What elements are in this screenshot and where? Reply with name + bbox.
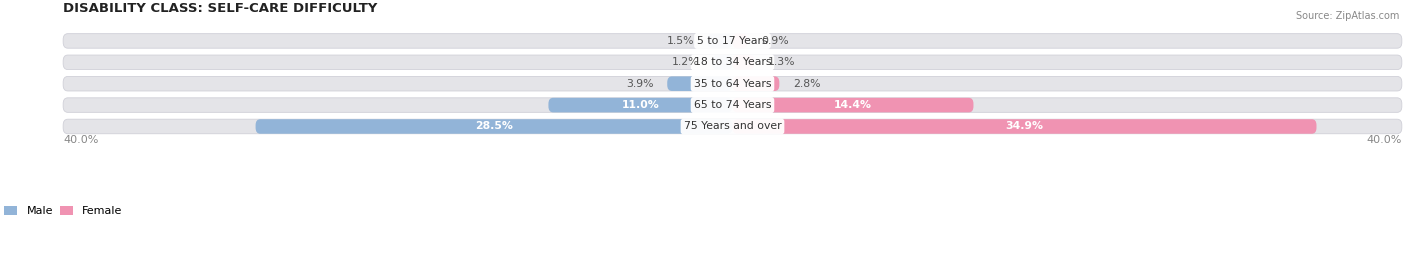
Text: 3.9%: 3.9%: [626, 79, 654, 89]
FancyBboxPatch shape: [548, 98, 733, 112]
Text: DISABILITY CLASS: SELF-CARE DIFFICULTY: DISABILITY CLASS: SELF-CARE DIFFICULTY: [63, 2, 378, 15]
FancyBboxPatch shape: [668, 76, 733, 91]
FancyBboxPatch shape: [733, 98, 973, 112]
Text: 75 Years and over: 75 Years and over: [683, 121, 782, 132]
FancyBboxPatch shape: [713, 55, 733, 70]
Text: 34.9%: 34.9%: [1005, 121, 1043, 132]
Text: 40.0%: 40.0%: [1367, 135, 1402, 145]
FancyBboxPatch shape: [63, 55, 1402, 70]
FancyBboxPatch shape: [63, 76, 1402, 91]
FancyBboxPatch shape: [256, 119, 733, 134]
Text: 1.5%: 1.5%: [666, 36, 695, 46]
Text: 14.4%: 14.4%: [834, 100, 872, 110]
Text: 2.8%: 2.8%: [793, 79, 820, 89]
Text: 5 to 17 Years: 5 to 17 Years: [697, 36, 768, 46]
Text: 35 to 64 Years: 35 to 64 Years: [693, 79, 772, 89]
Text: 28.5%: 28.5%: [475, 121, 513, 132]
Text: 65 to 74 Years: 65 to 74 Years: [693, 100, 772, 110]
Text: 1.2%: 1.2%: [672, 57, 699, 67]
Text: 1.3%: 1.3%: [768, 57, 796, 67]
FancyBboxPatch shape: [63, 98, 1402, 112]
FancyBboxPatch shape: [733, 55, 754, 70]
Text: 18 to 34 Years: 18 to 34 Years: [693, 57, 772, 67]
Text: Source: ZipAtlas.com: Source: ZipAtlas.com: [1295, 11, 1399, 21]
Text: 40.0%: 40.0%: [63, 135, 98, 145]
Legend: Male, Female: Male, Female: [4, 206, 122, 216]
FancyBboxPatch shape: [733, 76, 779, 91]
FancyBboxPatch shape: [63, 34, 1402, 48]
FancyBboxPatch shape: [733, 34, 748, 48]
Text: 0.9%: 0.9%: [761, 36, 789, 46]
FancyBboxPatch shape: [733, 119, 1316, 134]
FancyBboxPatch shape: [63, 119, 1402, 134]
Text: 11.0%: 11.0%: [621, 100, 659, 110]
FancyBboxPatch shape: [707, 34, 733, 48]
